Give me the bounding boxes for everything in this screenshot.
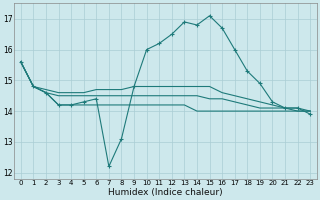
X-axis label: Humidex (Indice chaleur): Humidex (Indice chaleur) [108, 188, 223, 197]
